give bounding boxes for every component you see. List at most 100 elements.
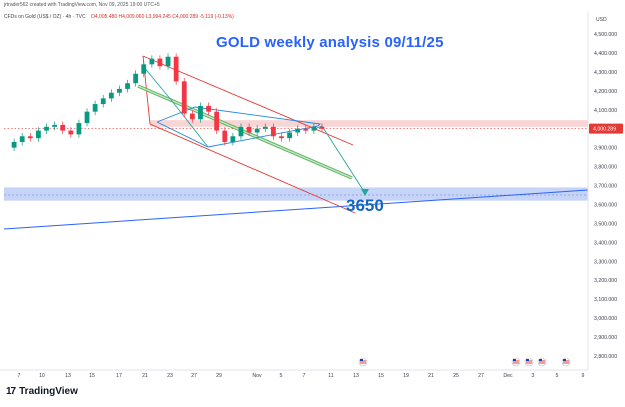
footer-brand[interactable]: 17 TradingView — [6, 386, 78, 397]
x-tick-label: Dec — [503, 373, 513, 379]
candle-body — [279, 136, 284, 139]
candles-layer — [11, 53, 325, 152]
ohlc-close: C4,000.289 — [172, 14, 199, 20]
x-tick-label: 11 — [328, 373, 333, 379]
x-tick-label: 5 — [556, 373, 559, 379]
candle-body — [19, 136, 25, 142]
candle-body — [189, 113, 195, 120]
y-tick-label: 4,300.000 — [594, 70, 617, 76]
candle-body — [198, 105, 203, 120]
x-tick-label: 15 — [378, 373, 384, 379]
y-tick-label: 4,400.000 — [594, 51, 617, 57]
candle-body — [141, 64, 147, 74]
brand-name: TradingView — [19, 386, 78, 397]
y-axis: 4,500.000 4,400.000 4,300.000 4,200.000 4,10… — [587, 12, 623, 370]
flag-stripe — [360, 362, 366, 364]
candle-body — [133, 73, 139, 84]
flag-stripe — [539, 362, 545, 364]
x-tick-label: 23 — [167, 373, 173, 379]
ohlc-open: O4,005.480 — [90, 14, 118, 20]
x-tick-label: 13 — [353, 373, 359, 379]
candle-body — [60, 124, 66, 131]
candle-body — [230, 136, 236, 142]
flag-canton — [526, 359, 529, 361]
candle-body — [92, 104, 98, 112]
candle-body — [222, 130, 228, 142]
candle-body — [214, 111, 220, 131]
target-label: 3650 — [346, 196, 384, 215]
candle-body — [238, 126, 244, 137]
x-tick-label: 7 — [18, 373, 21, 379]
zones-layer — [4, 120, 588, 201]
candle-body — [125, 83, 130, 89]
y-tick-label: 3,000.000 — [594, 316, 617, 322]
x-tick-label: 7 — [303, 373, 306, 379]
candle-body — [157, 58, 163, 67]
y-tick-label: 3,700.000 — [594, 184, 617, 190]
candle-body — [270, 126, 276, 137]
currency-label: USD — [596, 17, 607, 23]
y-tick-label: 3,200.000 — [594, 278, 617, 284]
candle-body — [52, 124, 58, 127]
flag-stripe — [563, 362, 569, 364]
flag-canton — [513, 359, 516, 361]
ohlc-change: -5.119 (-0.13%) — [199, 14, 234, 20]
y-tick-label: 3,100.000 — [594, 297, 617, 303]
x-tick-label: 10 — [39, 373, 45, 379]
x-tick-label: 21 — [428, 373, 434, 379]
candle-body — [254, 128, 260, 133]
candle-body — [295, 128, 301, 133]
y-tick-label: 2,800.000 — [594, 354, 617, 360]
drawings-layer — [3, 55, 589, 230]
candle-body — [108, 92, 114, 99]
candle-body — [84, 111, 90, 124]
candle-body — [319, 126, 325, 129]
x-tick-label: 29 — [216, 373, 222, 379]
candle-body — [311, 126, 317, 131]
candle-body — [44, 126, 49, 131]
symbol-ohlc-line: CFDs on Gold (US$ / OZ) · 4h · TVC O4,00… — [4, 14, 234, 20]
x-tick-label: 27 — [191, 373, 197, 379]
candle-body — [246, 126, 252, 133]
ohlc-high: H4,009.060 — [118, 14, 145, 20]
x-tick-label: 27 — [478, 373, 484, 379]
current-price-label: 4,000.289 — [593, 127, 616, 133]
ohlc-low: L3,994.245 — [145, 14, 171, 20]
y-tick-label: 3,400.000 — [594, 240, 617, 246]
y-tick-label: 4,200.000 — [594, 89, 617, 95]
chart-title: GOLD weekly analysis 09/11/25 — [216, 34, 444, 51]
channel-lower-line — [149, 123, 356, 214]
y-tick-label: 4,100.000 — [594, 108, 617, 114]
projection-right — [311, 125, 366, 194]
x-tick-label: 17 — [116, 373, 122, 379]
x-tick-label: 13 — [65, 373, 71, 379]
candle-body — [68, 130, 74, 135]
x-tick-label: 15 — [89, 373, 95, 379]
y-tick-label: 3,900.000 — [594, 146, 617, 152]
projection-left — [142, 65, 209, 148]
long-trendline — [3, 189, 589, 230]
candle-body — [100, 98, 106, 105]
y-tick-label: 3,500.000 — [594, 221, 617, 227]
y-tick-label: 4,500.000 — [594, 32, 617, 38]
candle-body — [149, 58, 155, 65]
resistance-zone — [150, 120, 588, 127]
flag-canton — [539, 359, 542, 361]
candle-body — [181, 81, 187, 114]
candle-body — [287, 132, 292, 139]
candle-body — [27, 136, 33, 139]
symbol-name[interactable]: CFDs on Gold (US$ / OZ) · 4h · TVC — [4, 14, 86, 20]
x-tick-label: 5 — [280, 373, 283, 379]
event-icons — [358, 357, 571, 367]
x-tick-label: 25 — [453, 373, 459, 379]
y-tick-label: 2,900.000 — [594, 335, 617, 341]
tradingview-logo-icon: 17 — [6, 386, 16, 397]
candle-body — [36, 130, 41, 139]
x-tick-label: Nov — [252, 373, 262, 379]
x-tick-label: 3 — [532, 373, 535, 379]
support-zone — [4, 187, 588, 201]
y-tick-label: 3,300.000 — [594, 259, 617, 265]
candle-body — [206, 105, 211, 112]
x-tick-label: 9 — [582, 373, 585, 379]
